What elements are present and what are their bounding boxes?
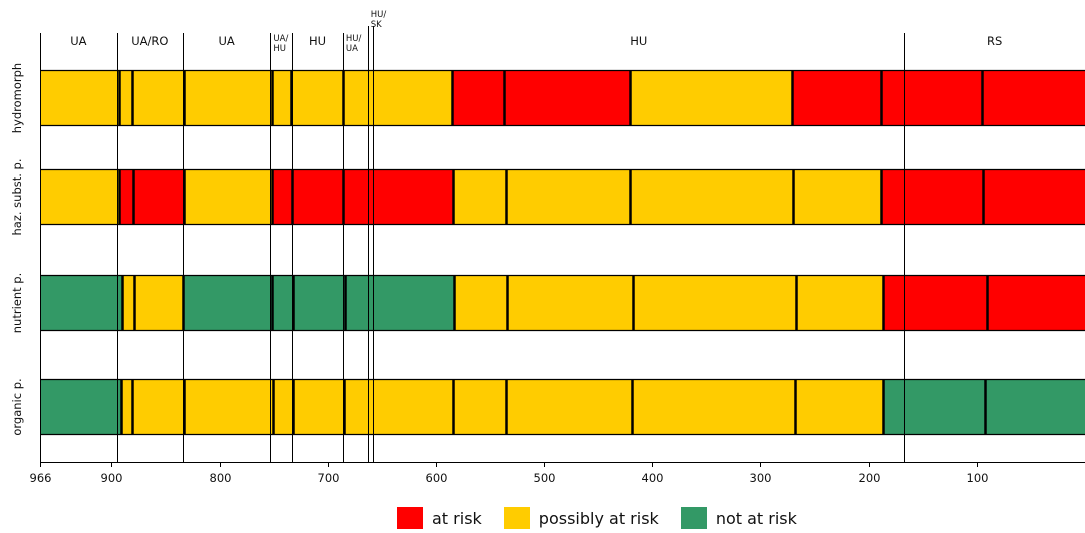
legend-item-possibly-at-risk: possibly at risk — [503, 507, 659, 529]
segment-3-6 — [343, 379, 454, 435]
segment-2-0 — [40, 275, 123, 331]
legend-label-at-risk: at risk — [432, 508, 482, 528]
segment-1-0 — [40, 169, 119, 225]
segment-1-3 — [183, 169, 272, 225]
segment-1-11 — [880, 169, 984, 225]
segment-2-9 — [632, 275, 797, 331]
section-label: HU — [309, 34, 326, 48]
segment-3-12 — [985, 379, 1085, 435]
segment-0-1 — [118, 70, 132, 126]
segment-1-12 — [983, 169, 1085, 225]
segment-1-10 — [792, 169, 881, 225]
legend-label-not-at-risk: not at risk — [715, 508, 797, 528]
section-label: HU/UA — [346, 34, 362, 54]
segment-0-12 — [982, 70, 1085, 126]
row-label: hydromorph — [10, 63, 24, 133]
segment-1-1 — [118, 169, 134, 225]
segment-0-10 — [791, 70, 881, 126]
segment-2-10 — [796, 275, 883, 331]
row-labels: hydromorph haz. subst. p. nutrient p. organ… — [10, 63, 24, 436]
x-tick-label: 600 — [426, 471, 448, 485]
segment-0-0 — [40, 70, 119, 126]
x-tick-label: 200 — [859, 471, 881, 485]
segment-3-4 — [272, 379, 294, 435]
segment-1-8 — [506, 169, 630, 225]
segment-3-11 — [882, 379, 986, 435]
x-tick-label: 300 — [750, 471, 772, 485]
legend-swatch-not-at-risk — [680, 507, 707, 529]
segment-3-3 — [183, 379, 273, 435]
section-label: HU/SK — [371, 10, 387, 30]
row-1 — [40, 168, 1085, 226]
section-label: UA — [70, 34, 86, 48]
x-tick-label: 500 — [534, 471, 556, 485]
segment-2-6 — [345, 275, 455, 331]
section-label: UA/HU — [273, 34, 288, 54]
segment-2-5 — [293, 275, 346, 331]
section-labels: UA UA/RO UA UA/HU HU HU/UA HU/SK HU RS — [70, 10, 1002, 54]
section-label: UA/RO — [131, 34, 168, 48]
row-0 — [40, 69, 1085, 127]
row-2 — [40, 274, 1085, 332]
x-tick-label: 100 — [967, 471, 989, 485]
segment-3-0 — [40, 379, 122, 435]
segment-1-2 — [133, 169, 184, 225]
segment-3-7 — [453, 379, 507, 435]
chart-rows — [40, 69, 1085, 436]
legend: at risk possibly at risk not at risk — [397, 507, 819, 529]
segment-1-5 — [292, 169, 343, 225]
segment-0-5 — [290, 70, 343, 126]
segment-2-11 — [882, 275, 987, 331]
legend-swatch-possibly-at-risk — [503, 507, 530, 529]
row-label: nutrient p. — [10, 273, 24, 334]
x-tick-label: 400 — [642, 471, 664, 485]
segment-0-7 — [452, 70, 505, 126]
segment-3-2 — [131, 379, 184, 435]
segment-3-10 — [795, 379, 883, 435]
segment-0-11 — [880, 70, 983, 126]
x-tick-label: 800 — [210, 471, 232, 485]
segment-2-8 — [507, 275, 633, 331]
x-axis: 966 900 800 700 600 500 400 300 200 100 — [30, 33, 1085, 485]
segment-2-7 — [454, 275, 508, 331]
section-boundaries — [117, 26, 905, 462]
segment-0-9 — [629, 70, 792, 126]
legend-label-possibly-at-risk: possibly at risk — [538, 508, 659, 528]
x-tick-label: 966 — [30, 471, 52, 485]
segment-0-6 — [342, 70, 453, 126]
segment-3-8 — [506, 379, 632, 435]
segment-3-5 — [293, 379, 344, 435]
segment-2-2 — [134, 275, 183, 331]
segment-1-7 — [453, 169, 507, 225]
segment-2-1 — [122, 275, 135, 331]
legend-item-not-at-risk: not at risk — [680, 507, 797, 529]
segment-2-12 — [986, 275, 1085, 331]
risk-chart: UA UA/RO UA UA/HU HU HU/UA HU/SK HU RS hydromorp… — [10, 10, 1085, 485]
section-label: UA — [218, 34, 234, 48]
segment-0-2 — [131, 70, 184, 126]
segment-0-4 — [271, 70, 291, 126]
segment-1-9 — [629, 169, 793, 225]
segment-1-6 — [342, 169, 454, 225]
row-label: haz. subst. p. — [10, 158, 24, 235]
segment-2-4 — [271, 275, 294, 331]
legend-swatch-at-risk — [397, 507, 423, 529]
segment-3-1 — [121, 379, 132, 435]
segment-0-8 — [504, 70, 630, 126]
segment-2-3 — [182, 275, 272, 331]
x-tick-label: 700 — [318, 471, 340, 485]
section-label: RS — [987, 34, 1002, 48]
segment-0-3 — [183, 70, 272, 126]
legend-item-at-risk: at risk — [397, 507, 482, 529]
row-3 — [40, 378, 1085, 436]
row-label: organic p. — [10, 378, 24, 435]
segment-1-4 — [271, 169, 293, 225]
segment-3-9 — [631, 379, 796, 435]
section-label: HU — [630, 34, 647, 48]
x-tick-label: 900 — [101, 471, 123, 485]
